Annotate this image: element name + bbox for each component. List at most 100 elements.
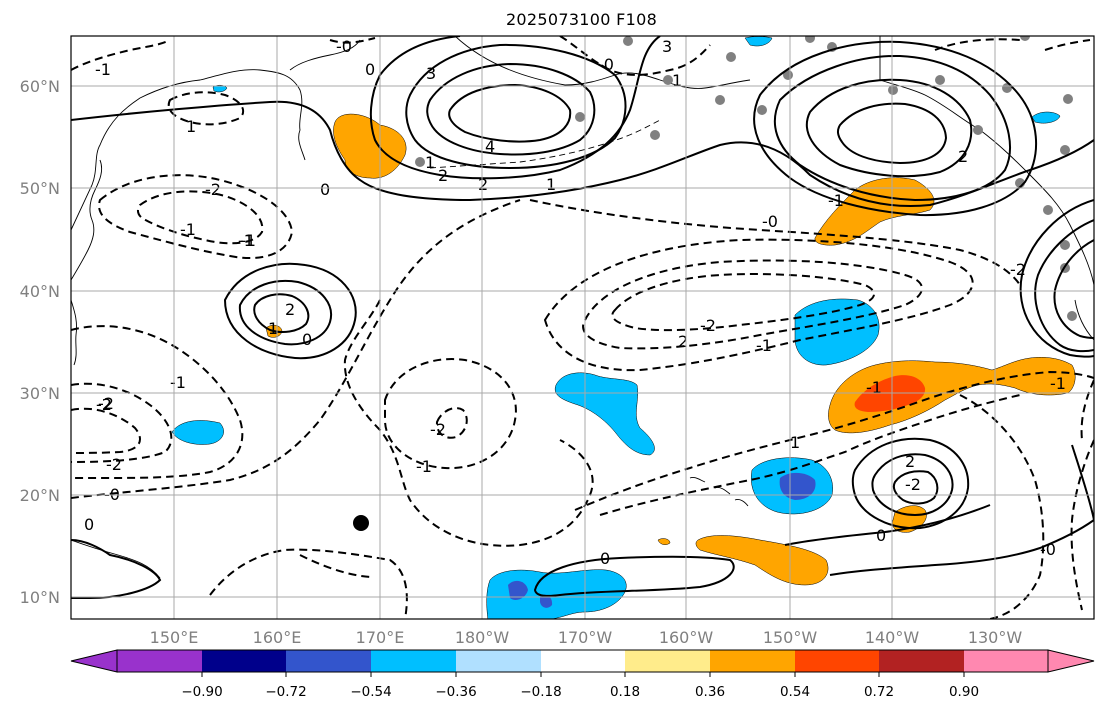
contour-negative xyxy=(934,38,1091,51)
station-dot xyxy=(973,125,983,135)
latitude-axis: 60°N 50°N 40°N 30°N 20°N 10°N xyxy=(20,77,60,607)
lon-label: 170°W xyxy=(558,628,613,647)
colorbar-segment xyxy=(710,650,795,672)
contour-label: 1 xyxy=(186,117,196,136)
colorbar-frame xyxy=(116,649,1049,673)
contour-label: -0 xyxy=(598,55,614,74)
colorbar: −0.90 −0.72 −0.54 −0.36 −0.18 0.18 0.36 … xyxy=(70,649,1095,700)
contour-label: -1 xyxy=(238,231,254,250)
shading-orange xyxy=(333,113,407,179)
contour-label: 2 xyxy=(478,175,488,194)
coastline-japan xyxy=(71,159,103,281)
longitude-axis: 150°E 160°E 170°E 180°W 170°W 160°W 150°… xyxy=(150,628,1023,647)
contour-negative xyxy=(98,174,294,260)
contour-positive xyxy=(71,100,1094,207)
coastline-kamchatka xyxy=(289,39,361,71)
contour-negative xyxy=(1080,379,1094,441)
station-dot xyxy=(623,36,633,46)
contour-negative xyxy=(1070,439,1094,611)
station-dot xyxy=(1043,205,1053,215)
shading-darkblue xyxy=(779,472,816,500)
contour-positive xyxy=(836,102,948,165)
lon-label: 170°E xyxy=(356,628,405,647)
colorbar-segment xyxy=(964,650,1048,672)
station-dot xyxy=(757,105,767,115)
contour-label: -2 xyxy=(430,420,446,439)
contour-label: -1 xyxy=(756,336,772,355)
contour-label: 2 xyxy=(285,300,295,319)
contour-label: 1 xyxy=(790,433,800,452)
colorbar-extend-high xyxy=(1047,649,1095,673)
contour-label: -0 xyxy=(1040,540,1056,559)
shading-blue xyxy=(212,84,228,93)
colorbar-segment xyxy=(202,650,286,672)
contour-negative xyxy=(611,273,875,332)
contour-negative xyxy=(959,394,1045,619)
contour-label: -1 xyxy=(180,220,196,239)
contour-positive xyxy=(253,293,310,333)
contour-label: 0 xyxy=(84,515,94,534)
colorbar-tick-label: 0.72 xyxy=(864,684,894,700)
colorbar-ticks xyxy=(201,672,965,677)
contour-negative xyxy=(574,370,1094,511)
contour-positive xyxy=(533,555,735,597)
contour-label: -2 xyxy=(1010,260,1026,279)
station-dot xyxy=(1020,36,1030,41)
colorbar-segment xyxy=(625,650,710,672)
contour-label: 1 xyxy=(268,319,278,338)
map-frame xyxy=(70,35,1095,620)
contour-positive xyxy=(805,78,973,178)
contour-label: -2 xyxy=(905,475,921,494)
station-dot xyxy=(1060,145,1070,155)
lat-label: 20°N xyxy=(20,486,60,505)
contour-positive xyxy=(784,504,1094,576)
colorbar-tick-label: −0.18 xyxy=(520,684,561,700)
lon-label: 180°W xyxy=(455,628,510,647)
contour-label: 0 xyxy=(876,526,886,545)
contour-positive xyxy=(238,279,333,346)
contour-label: -1 xyxy=(828,191,844,210)
contour-label: -1 xyxy=(170,373,186,392)
station-dot xyxy=(1060,240,1070,250)
contour-negative xyxy=(582,259,923,350)
colorbar-tick-label: −0.36 xyxy=(435,684,476,700)
contour-label: -1 xyxy=(1050,374,1066,393)
contour-label: 3 xyxy=(426,64,436,83)
contour-label: 2 xyxy=(958,147,968,166)
contour-negative xyxy=(435,407,468,439)
contour-label: -2 xyxy=(106,455,122,474)
station-dot xyxy=(715,95,725,105)
contour-label: 2 xyxy=(678,332,688,351)
lon-label: 140°W xyxy=(865,628,920,647)
contour-negative xyxy=(599,394,1021,516)
shading-orange xyxy=(695,535,829,586)
contour-negative xyxy=(329,36,711,76)
map-title: 2025073100 F108 xyxy=(505,10,658,29)
contour-positive xyxy=(405,43,627,170)
contour-negative xyxy=(209,548,408,619)
colorbar-tick-label: 0.54 xyxy=(780,684,810,700)
negative-contours xyxy=(71,36,1094,619)
colorbar-segment xyxy=(371,650,456,672)
contour-label: 2 xyxy=(438,166,448,185)
contour-positive xyxy=(426,62,596,156)
shading-blue xyxy=(744,36,773,47)
shading-orange xyxy=(657,538,671,545)
contour-label: 0 xyxy=(302,330,312,349)
contour-negative xyxy=(529,199,1021,286)
contour-positive xyxy=(1034,219,1094,353)
station-dot xyxy=(663,75,673,85)
lat-label: 60°N xyxy=(20,77,60,96)
contour-label: 1 xyxy=(546,175,556,194)
contour-positive xyxy=(448,83,572,143)
contour-negative xyxy=(71,382,173,463)
station-dot xyxy=(1063,94,1073,104)
contour-label: -1 xyxy=(416,457,432,476)
contour-label: -0 xyxy=(762,212,778,231)
contour-label: 0 xyxy=(365,60,375,79)
shading-blue xyxy=(171,420,224,445)
lon-label: 160°W xyxy=(659,628,714,647)
station-dot xyxy=(415,157,425,167)
colorbar-extend-low xyxy=(70,649,118,673)
